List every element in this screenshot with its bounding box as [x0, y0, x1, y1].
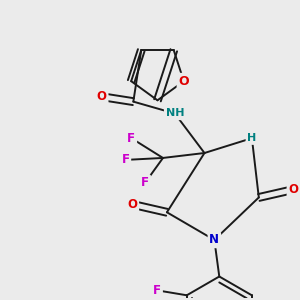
- Text: F: F: [141, 176, 149, 189]
- Text: O: O: [288, 183, 298, 196]
- Text: O: O: [97, 90, 107, 103]
- Text: F: F: [153, 284, 161, 297]
- Text: O: O: [127, 198, 137, 211]
- Text: N: N: [209, 233, 219, 246]
- Text: O: O: [178, 75, 189, 88]
- Text: NH: NH: [166, 109, 184, 118]
- Text: H: H: [247, 133, 256, 143]
- Text: F: F: [122, 153, 129, 167]
- Text: F: F: [128, 132, 135, 145]
